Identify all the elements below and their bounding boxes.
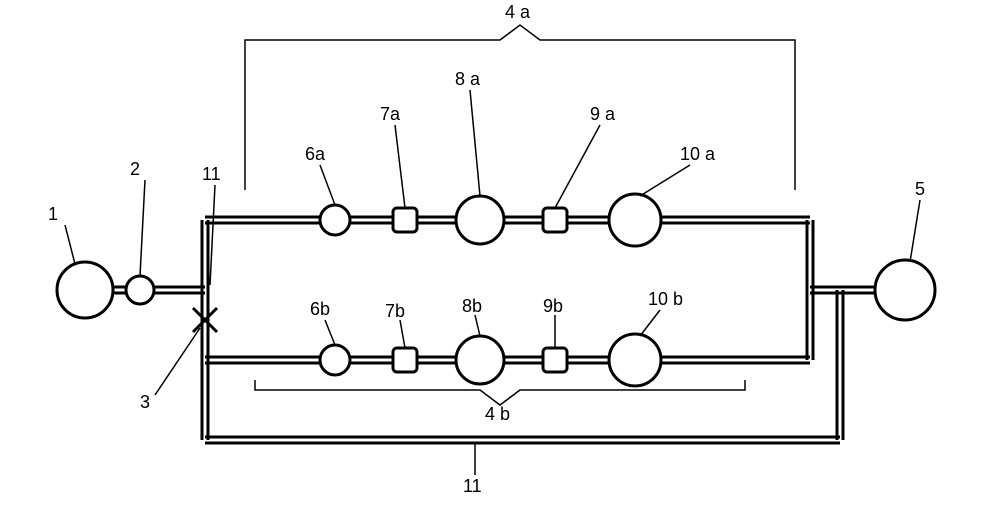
label-6a: 6a bbox=[305, 144, 326, 164]
label-4b: 4 b bbox=[485, 404, 510, 424]
node-c2 bbox=[126, 276, 154, 304]
label-11-left: 11 bbox=[202, 164, 221, 184]
lead-7a bbox=[395, 125, 405, 208]
label-11-bottom: 11 bbox=[463, 476, 482, 496]
brace-4b bbox=[255, 380, 745, 405]
node-c10a bbox=[609, 194, 661, 246]
node-s9b bbox=[543, 348, 567, 372]
lead-5 bbox=[910, 200, 920, 262]
lead-3 bbox=[155, 328, 200, 395]
diagram-canvas: 1 2 11 6a 7a 8 a 9 a 10 a 5 4 a 6b 7b 8b 9b 10 b 4 b 3 11 bbox=[0, 0, 1000, 515]
lead-10a bbox=[640, 165, 690, 196]
node-c6a bbox=[320, 205, 350, 235]
label-10a: 10 a bbox=[680, 144, 716, 164]
label-2: 2 bbox=[130, 159, 140, 179]
label-10b: 10 b bbox=[648, 289, 683, 309]
node-c10b bbox=[609, 334, 661, 386]
lead-11l bbox=[210, 185, 215, 285]
label-5: 5 bbox=[915, 179, 925, 199]
label-4a: 4 a bbox=[505, 2, 531, 22]
label-8a: 8 a bbox=[455, 69, 481, 89]
lead-8b bbox=[475, 315, 480, 336]
label-8b: 8b bbox=[462, 296, 482, 316]
lead-9a bbox=[555, 125, 600, 208]
node-s9a bbox=[543, 208, 567, 232]
label-9a: 9 a bbox=[590, 104, 616, 124]
label-3: 3 bbox=[140, 392, 150, 412]
label-1: 1 bbox=[48, 204, 58, 224]
node-c8a bbox=[456, 196, 504, 244]
node-c5 bbox=[875, 260, 935, 320]
label-6b: 6b bbox=[310, 299, 330, 319]
label-7b: 7b bbox=[385, 301, 405, 321]
node-c1 bbox=[57, 262, 113, 318]
lead-10b bbox=[640, 310, 660, 336]
lead-8a bbox=[470, 90, 480, 196]
node-s7b bbox=[393, 348, 417, 372]
lead-7b bbox=[400, 320, 405, 348]
lead-2 bbox=[140, 180, 145, 276]
node-c6b bbox=[320, 345, 350, 375]
lead-6b bbox=[325, 320, 335, 345]
node-c8b bbox=[456, 336, 504, 384]
brace-4a bbox=[245, 25, 795, 55]
label-9b: 9b bbox=[543, 296, 563, 316]
lead-6a bbox=[320, 165, 335, 205]
node-s7a bbox=[393, 208, 417, 232]
lead-1 bbox=[65, 225, 75, 264]
label-7a: 7a bbox=[380, 104, 401, 124]
